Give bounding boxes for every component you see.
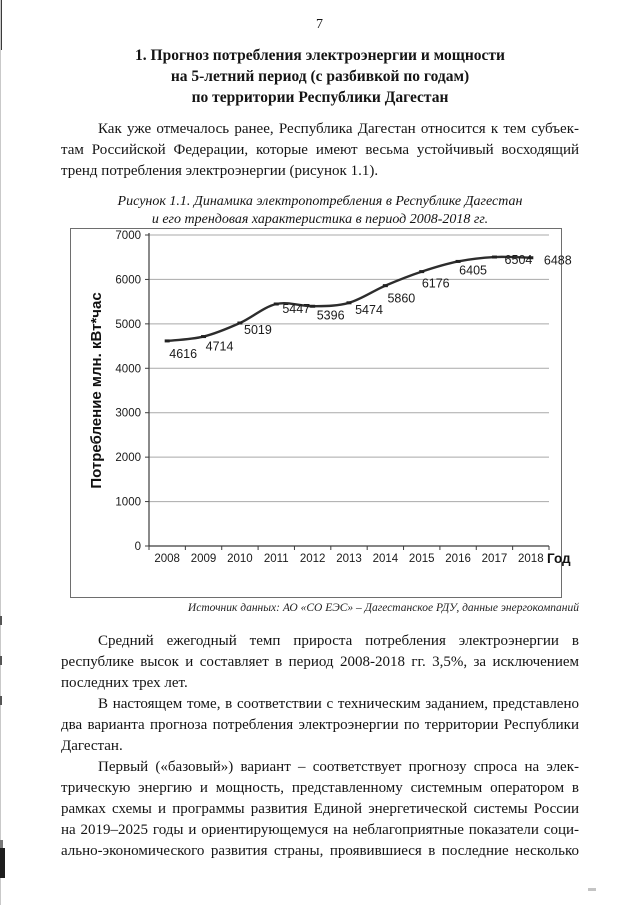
text-line: тренд потребления электроэнергии (рисуно… xyxy=(61,163,379,179)
svg-text:7000: 7000 xyxy=(115,230,141,242)
text-line: Первый («базовый») вариант – соответству… xyxy=(98,759,579,775)
svg-text:4616: 4616 xyxy=(169,347,197,361)
svg-text:6176: 6176 xyxy=(422,277,450,291)
svg-text:5396: 5396 xyxy=(317,308,345,322)
scan-edge-artifact xyxy=(0,656,2,665)
heading-line: 1. Прогноз потребления электроэнергии и … xyxy=(135,47,505,64)
text-line: Средний ежегодный темп прироста потребле… xyxy=(98,633,579,649)
figure-1-1-chart: 0 1000 2000 3000 4000 5000 6000 7000 2008 2009 201… xyxy=(70,228,572,598)
text-line: ально-экономического развития страны, пр… xyxy=(61,843,579,859)
text-line: два варианта прогноза потребления электр… xyxy=(61,717,579,733)
text-line: трическую энергию и мощность, представле… xyxy=(61,780,579,796)
svg-text:5019: 5019 xyxy=(244,323,272,337)
svg-text:2009: 2009 xyxy=(191,553,217,565)
text-line: последних трех лет. xyxy=(61,675,188,691)
page-number: 7 xyxy=(316,17,324,32)
svg-text:Потребление млн. кВт*час: Потребление млн. кВт*час xyxy=(88,292,105,488)
svg-text:6504: 6504 xyxy=(505,253,533,267)
svg-text:2016: 2016 xyxy=(445,553,471,565)
text-line: на 2019–2025 годы и ориентирующемуся на … xyxy=(61,822,579,838)
text-line: республике высок и составляет в период 2… xyxy=(61,654,579,670)
scan-edge-artifact xyxy=(0,848,5,878)
scan-edge-artifact xyxy=(0,0,1,905)
text-line: Дагестан. xyxy=(61,738,123,754)
figure-caption-line: и его трендовая характеристика в период … xyxy=(151,212,489,227)
svg-text:6488: 6488 xyxy=(544,254,572,268)
text-line: там Российской Федерации, которые имеют … xyxy=(61,142,579,158)
scan-edge-artifact xyxy=(0,0,2,50)
text-line: В настоящем томе, в соответствии с техни… xyxy=(98,696,579,712)
svg-text:2012: 2012 xyxy=(300,553,326,565)
svg-text:6405: 6405 xyxy=(459,263,487,277)
scan-speck-artifact xyxy=(588,888,596,891)
svg-text:0: 0 xyxy=(135,541,141,553)
svg-text:2013: 2013 xyxy=(336,553,362,565)
svg-text:5860: 5860 xyxy=(387,292,415,306)
svg-text:2000: 2000 xyxy=(115,452,141,464)
consumption-line-chart-svg: 0 1000 2000 3000 4000 5000 6000 7000 2008 2009 201… xyxy=(88,230,572,566)
svg-text:2018: 2018 xyxy=(518,553,544,565)
scan-edge-artifact xyxy=(0,840,3,848)
svg-text:2008: 2008 xyxy=(154,553,180,565)
svg-text:4714: 4714 xyxy=(206,340,234,354)
svg-text:2014: 2014 xyxy=(373,553,399,565)
svg-text:4000: 4000 xyxy=(115,363,141,375)
text-line: Как уже отмечалось ранее, Республика Даг… xyxy=(98,121,579,137)
svg-text:2011: 2011 xyxy=(264,553,289,565)
svg-text:Год: Год xyxy=(547,551,571,566)
figure-caption: Рисунок 1.1. Динамика электропотребления… xyxy=(61,193,579,229)
scan-edge-artifact xyxy=(0,696,2,705)
data-source-note: Источник данных: АО «СО ЕЭС» – Дагестанс… xyxy=(187,602,579,614)
text-line: рамках схемы и программы развития Единой… xyxy=(61,801,579,817)
svg-text:2017: 2017 xyxy=(482,553,508,565)
svg-text:3000: 3000 xyxy=(115,408,141,420)
body-paragraphs: Средний ежегодный темп прироста потребле… xyxy=(61,631,579,862)
svg-text:2015: 2015 xyxy=(409,553,435,565)
section-heading: 1. Прогноз потребления электроэнергии и … xyxy=(61,45,579,108)
scan-edge-artifact xyxy=(0,616,2,625)
heading-line: на 5-летний период (с разбивкой по годам… xyxy=(170,68,470,85)
svg-text:5000: 5000 xyxy=(115,319,141,331)
intro-paragraph: Как уже отмечалось ранее, Республика Даг… xyxy=(61,119,579,182)
svg-text:2010: 2010 xyxy=(227,553,253,565)
svg-text:6000: 6000 xyxy=(115,274,141,286)
svg-text:1000: 1000 xyxy=(115,497,141,509)
heading-line: по территории Республики Дагестан xyxy=(191,89,449,106)
figure-caption-line: Рисунок 1.1. Динамика электропотребления… xyxy=(117,194,523,209)
svg-text:5474: 5474 xyxy=(355,303,383,317)
svg-text:5447: 5447 xyxy=(282,302,310,316)
